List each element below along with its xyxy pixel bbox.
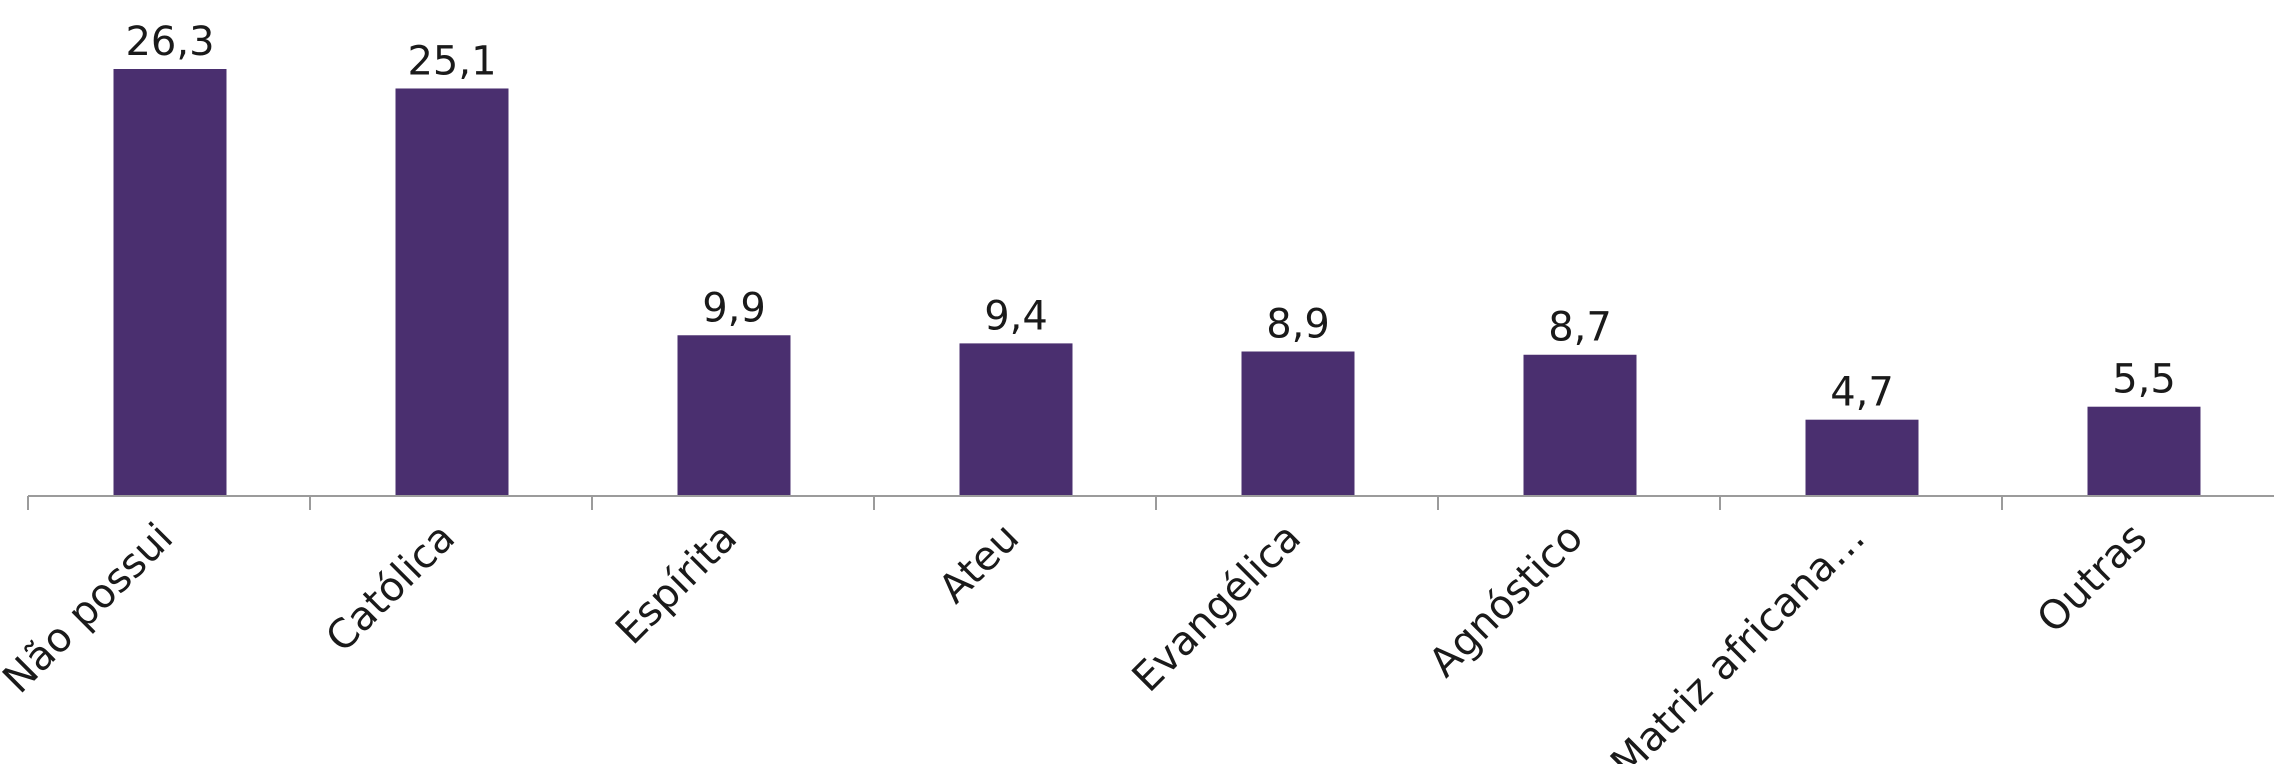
- x-tick-label: Outras: [2029, 515, 2157, 643]
- data-label: 9,9: [702, 285, 766, 331]
- bars: [113, 69, 2201, 497]
- x-tick-label: Ateu: [930, 515, 1028, 613]
- x-axis: [27, 495, 2274, 510]
- bar: [395, 88, 509, 497]
- data-label: 5,5: [2112, 357, 2176, 403]
- data-label: 26,3: [125, 19, 214, 65]
- value-labels: 26,3 25,1 9,9 9,4 8,9 8,7 4,7 5,5: [125, 19, 2175, 416]
- bar: [2087, 406, 2201, 496]
- data-label: 25,1: [407, 38, 496, 84]
- x-tick-label: Católica: [317, 515, 464, 662]
- x-tick-label: Não possui: [0, 515, 182, 703]
- x-tick-label: Espírita: [607, 515, 746, 654]
- bar: [1805, 419, 1919, 496]
- data-label: 8,7: [1548, 305, 1612, 351]
- data-label: 8,9: [1266, 302, 1330, 348]
- x-tick-label: Evangélica: [1124, 515, 1310, 701]
- x-tick-label: Matriz africana…: [1602, 515, 1874, 764]
- data-label: 4,7: [1830, 370, 1894, 416]
- bar: [677, 335, 791, 496]
- x-tick-label: Agnóstico: [1420, 515, 1592, 687]
- bar: [959, 343, 1073, 496]
- data-label: 9,4: [984, 293, 1048, 339]
- category-labels: Não possui Católica Espírita Ateu Evangélica…: [0, 515, 2156, 764]
- bar: [1523, 354, 1637, 496]
- bar: [113, 69, 227, 496]
- bar: [1241, 351, 1355, 496]
